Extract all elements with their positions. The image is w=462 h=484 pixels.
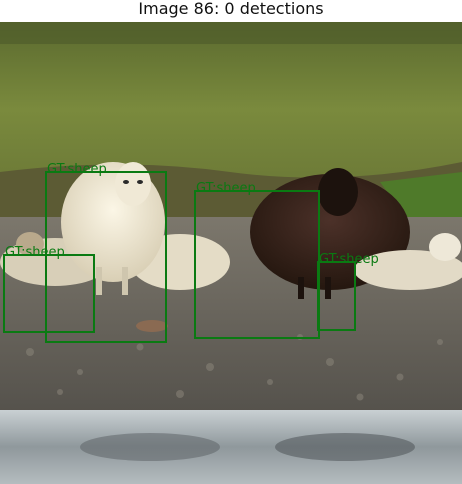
gt-bounding-box	[317, 261, 356, 331]
water-reflection	[275, 433, 415, 461]
lying-sheep-right	[354, 233, 462, 290]
rock	[136, 320, 168, 332]
water-reflection	[80, 433, 220, 461]
gt-box-label: GT:sheep	[196, 181, 256, 196]
ground-truth-boxes: GT:sheep GT:sheep GT:sheep GT:sheep	[3, 162, 379, 343]
dark-ridge	[0, 22, 462, 44]
gt-box-label: GT:sheep	[47, 162, 107, 177]
gt-box-label: GT:sheep	[319, 252, 379, 267]
white-sheep-standing	[61, 162, 230, 295]
figure-title: Image 86: 0 detections	[138, 0, 324, 18]
gt-bounding-box	[3, 254, 95, 333]
gt-box-label: GT:sheep	[5, 245, 65, 260]
gt-bounding-box	[45, 171, 167, 343]
photo-canvas: GT:sheep GT:sheep GT:sheep GT:sheep	[0, 22, 462, 484]
gravel-texture	[26, 334, 443, 401]
